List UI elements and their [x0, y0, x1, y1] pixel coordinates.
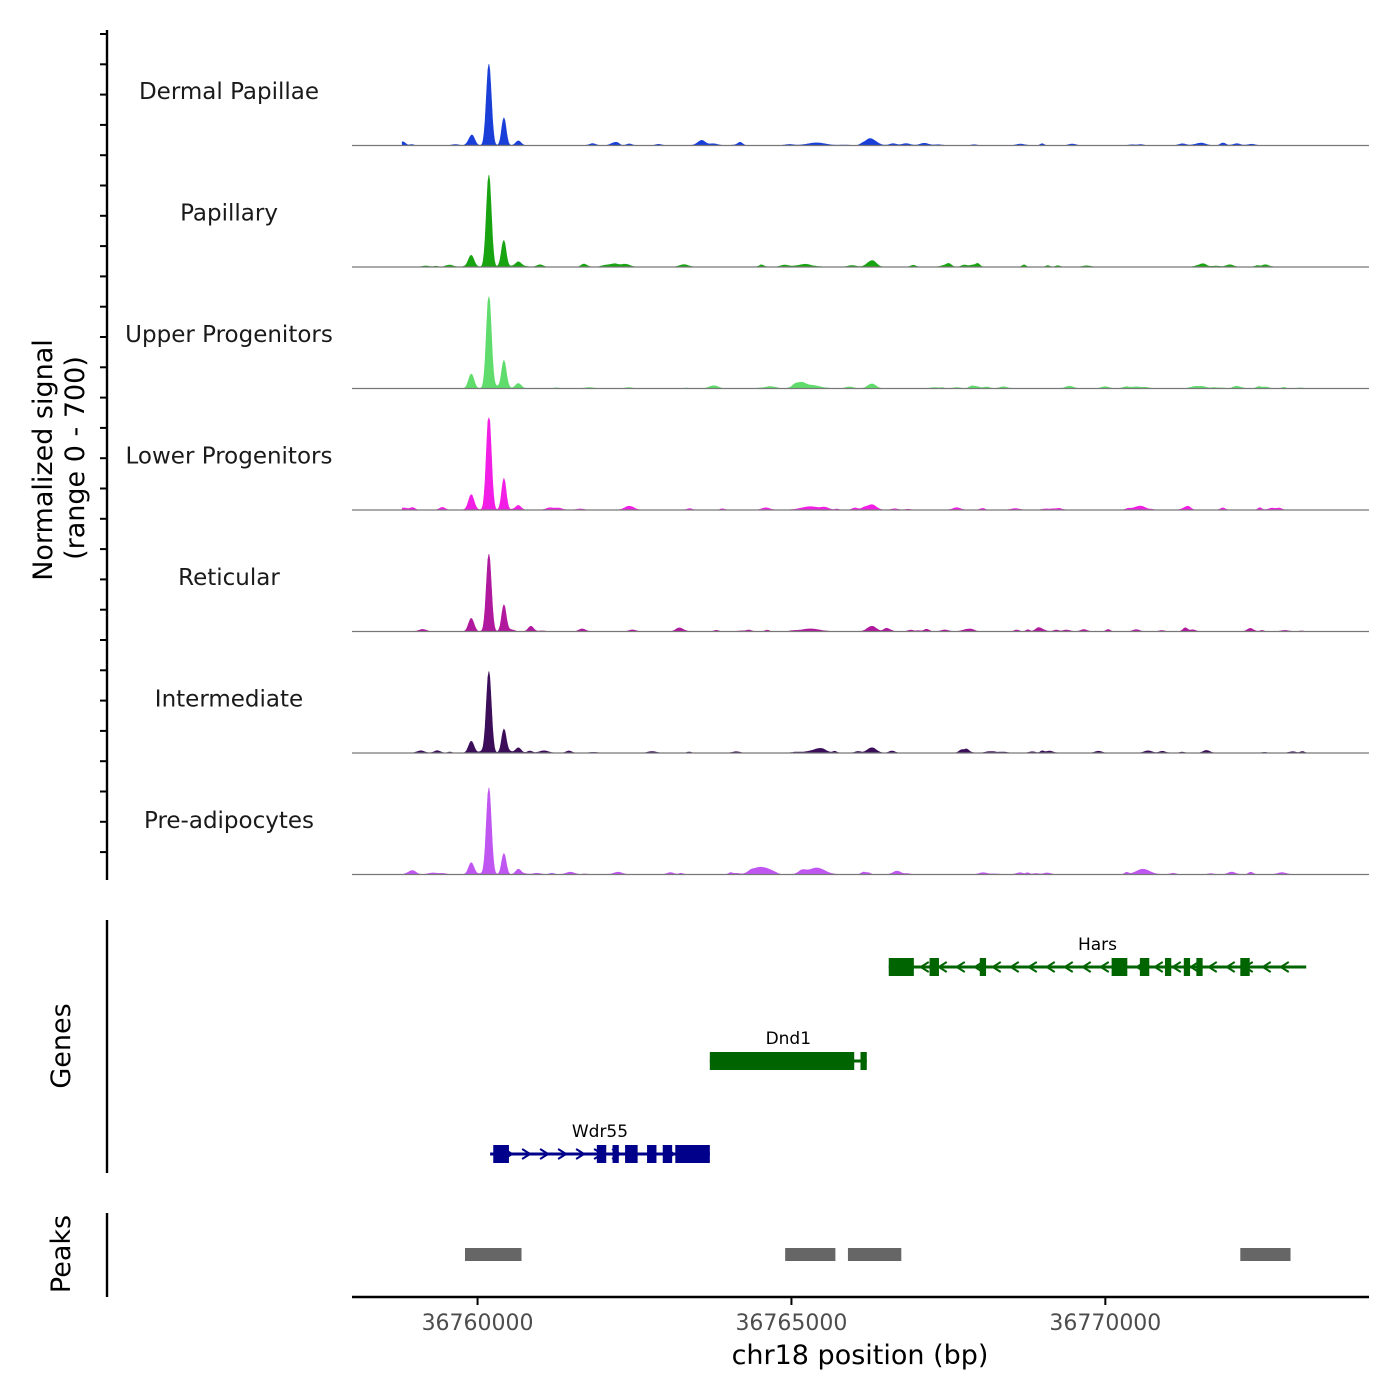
peak-region — [1240, 1248, 1291, 1261]
gene-label: Dnd1 — [766, 1029, 811, 1049]
gene-exon — [860, 1052, 867, 1070]
strand-arrow — [1260, 961, 1272, 973]
strand-arrow — [539, 1148, 550, 1160]
track-pre-adipocytes: Pre-adipocytes — [144, 787, 1369, 876]
y-axis-title: Normalized signal — [28, 339, 59, 581]
gene-exon — [1240, 958, 1250, 976]
strand-arrow — [1062, 961, 1074, 973]
strand-arrow — [1152, 961, 1164, 973]
strand-arrow — [575, 1148, 586, 1160]
signal-area — [402, 174, 1307, 268]
genes-panel: Hars Dnd1 Wdr55 — [105, 920, 1307, 1173]
strand-arrow — [1278, 961, 1290, 973]
strand-arrow — [1080, 961, 1092, 973]
strand-arrow — [1044, 961, 1056, 973]
gene-exon — [1196, 958, 1203, 976]
strand-arrow — [1188, 961, 1200, 973]
gene-exon — [1183, 958, 1191, 976]
x-tick-label: 36760000 — [422, 1311, 534, 1336]
track-dermal-papillae: Dermal Papillae — [139, 63, 1369, 147]
gene-hars: Hars — [888, 935, 1307, 976]
track-label: Reticular — [178, 565, 280, 591]
gene-exon — [888, 958, 914, 976]
gene-exon — [1111, 958, 1128, 976]
gene-dnd1: Dnd1 — [709, 1029, 867, 1070]
strand-arrow — [1008, 961, 1020, 973]
gene-exon — [662, 1145, 673, 1163]
gene-exon — [612, 1145, 619, 1163]
gene-exon — [625, 1145, 638, 1163]
gene-exon — [493, 1145, 509, 1163]
signal-area — [401, 787, 1307, 875]
gene-exon — [1139, 958, 1150, 976]
signal-y-axis — [100, 30, 109, 880]
strand-arrow — [1098, 961, 1110, 973]
gene-exon — [675, 1145, 710, 1163]
y-axis-range: (range 0 - 700) — [60, 356, 91, 560]
x-axis: 36760000 36765000 36770000 — [352, 1295, 1369, 1336]
x-tick-label: 36770000 — [1049, 1311, 1161, 1336]
signal-area — [402, 671, 1307, 754]
track-label: Pre-adipocytes — [144, 808, 314, 834]
gene-exon — [596, 1145, 607, 1163]
gene-exon — [709, 1052, 855, 1070]
peak-region — [785, 1248, 836, 1261]
peaks-panel — [105, 1213, 1291, 1297]
track-lower-progenitors: Lower Progenitors — [126, 417, 1369, 511]
gene-exon — [647, 1145, 657, 1163]
strand-arrow — [557, 1148, 568, 1160]
strand-arrow — [521, 1148, 532, 1160]
track-label: Upper Progenitors — [125, 322, 333, 348]
strand-arrow — [1206, 961, 1218, 973]
signal-area — [401, 417, 1307, 511]
peak-region — [465, 1248, 522, 1261]
track-papillary: Papillary — [180, 174, 1369, 268]
track-reticular: Reticular — [178, 553, 1369, 633]
gene-label: Wdr55 — [572, 1122, 628, 1142]
track-label: Lower Progenitors — [126, 444, 333, 470]
gene-exon — [979, 958, 987, 976]
strand-arrow — [990, 961, 1002, 973]
track-upper-progenitors: Upper Progenitors — [125, 296, 1369, 390]
gene-exon — [1164, 958, 1172, 976]
strand-arrow — [954, 961, 966, 973]
track-intermediate: Intermediate — [155, 671, 1369, 754]
strand-arrow — [1026, 961, 1038, 973]
genes-axis-title: Genes — [46, 1003, 77, 1088]
gene-wdr55: Wdr55 — [490, 1122, 710, 1163]
gene-label: Hars — [1078, 935, 1117, 955]
peaks-axis-title: Peaks — [46, 1215, 77, 1293]
signal-area — [402, 553, 1307, 632]
strand-arrow — [918, 961, 930, 973]
signal-area — [401, 63, 1307, 146]
x-tick-label: 36765000 — [735, 1311, 847, 1336]
strand-arrow — [1170, 961, 1182, 973]
coverage-tracks: Dermal Papillae Papillary Upper Progenitor… — [125, 63, 1369, 876]
x-axis-title: chr18 position (bp) — [732, 1340, 989, 1371]
track-label: Intermediate — [155, 687, 303, 713]
track-label: Dermal Papillae — [139, 79, 319, 105]
strand-arrow — [1224, 961, 1236, 973]
track-label: Papillary — [180, 201, 278, 227]
peak-region — [847, 1248, 902, 1261]
gene-exon — [929, 958, 939, 976]
signal-area — [402, 296, 1307, 389]
